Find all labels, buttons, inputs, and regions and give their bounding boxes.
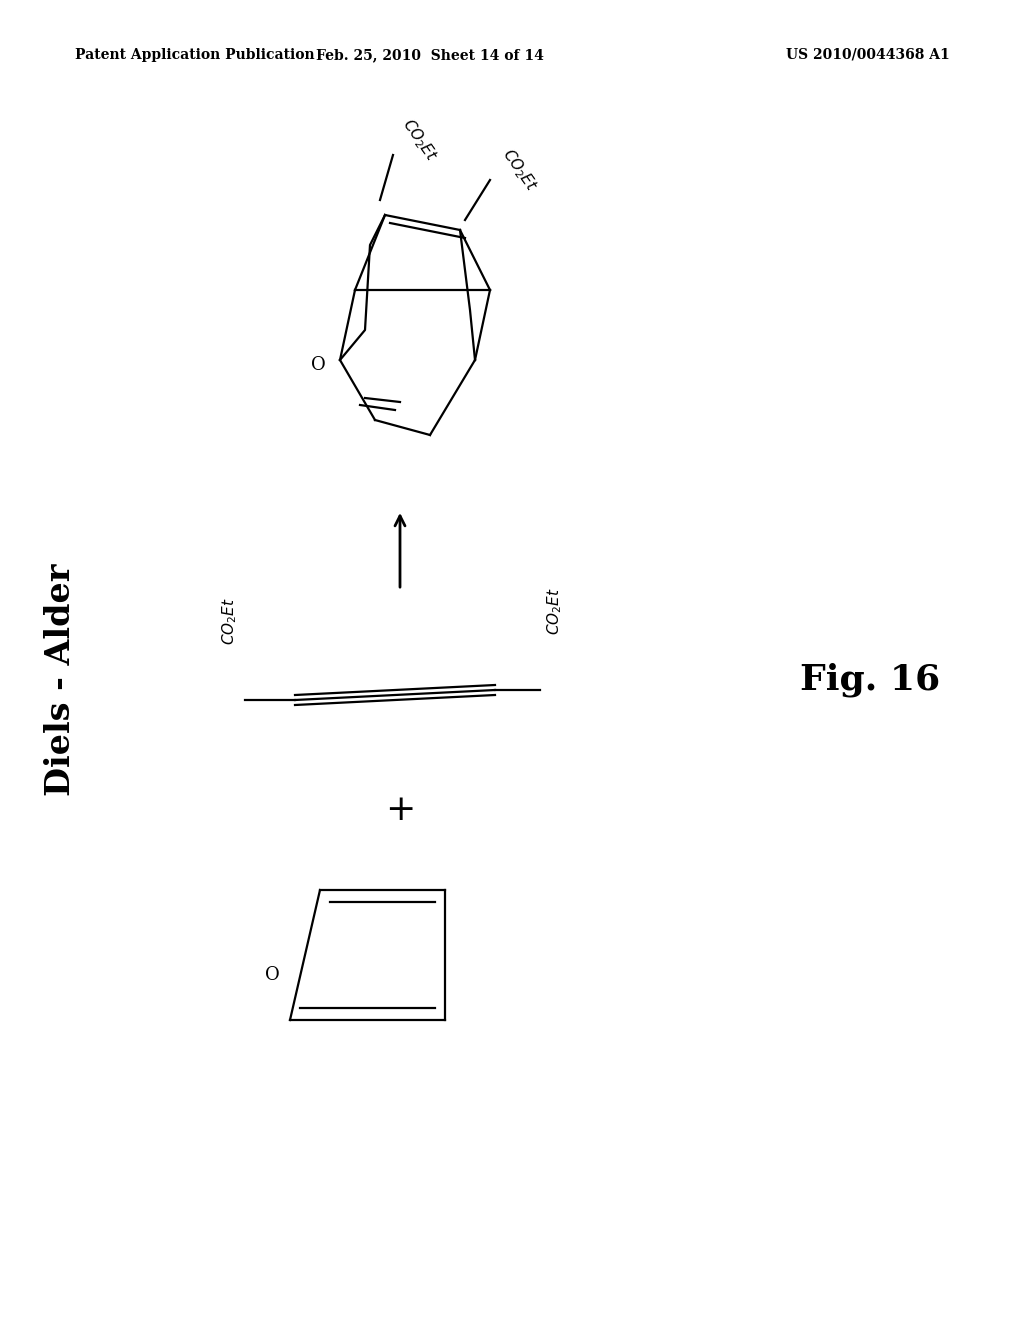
- Text: Fig. 16: Fig. 16: [800, 663, 940, 697]
- Text: O: O: [264, 966, 280, 983]
- Text: $CO_2Et$: $CO_2Et$: [398, 115, 441, 165]
- Text: Patent Application Publication: Patent Application Publication: [75, 48, 314, 62]
- Text: US 2010/0044368 A1: US 2010/0044368 A1: [786, 48, 950, 62]
- Text: O: O: [310, 356, 326, 374]
- Text: $CO_2Et$: $CO_2Et$: [220, 597, 240, 645]
- Text: +: +: [385, 793, 415, 828]
- Text: Diels - Alder: Diels - Alder: [43, 564, 77, 796]
- Text: Feb. 25, 2010  Sheet 14 of 14: Feb. 25, 2010 Sheet 14 of 14: [316, 48, 544, 62]
- Text: $CO_2Et$: $CO_2Et$: [546, 587, 564, 635]
- Text: $CO_2Et$: $CO_2Et$: [498, 145, 541, 195]
